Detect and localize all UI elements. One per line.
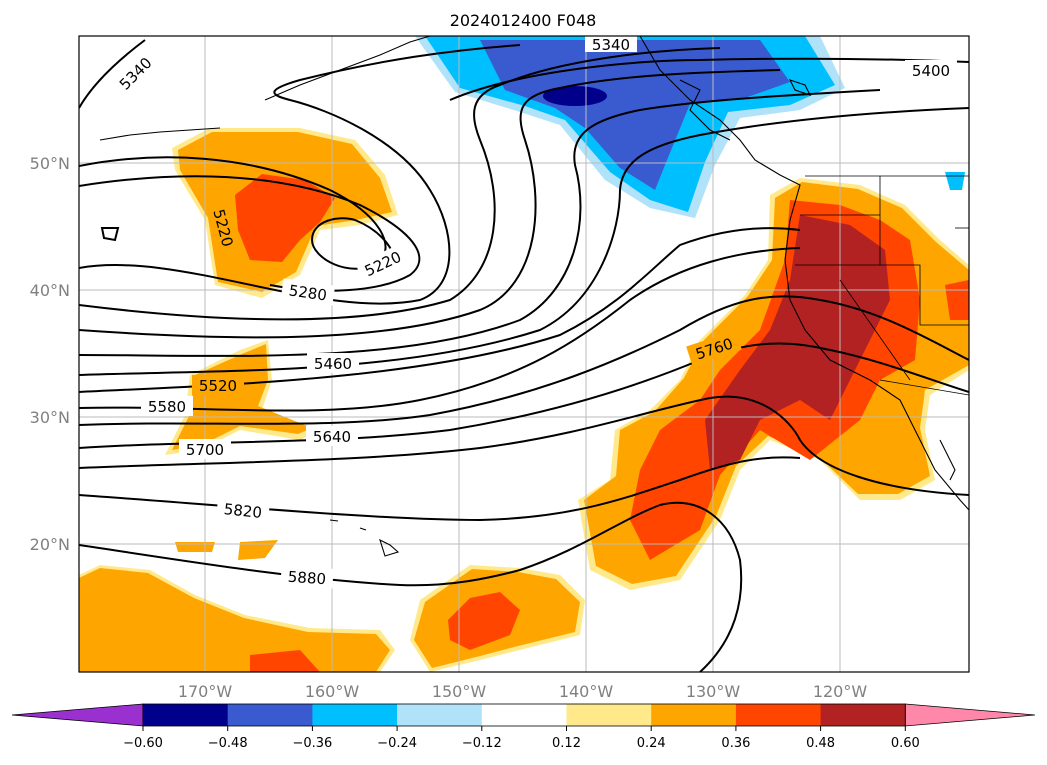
colorbar-tick-label: −0.24 — [377, 736, 417, 751]
colorbar-tick-label: −0.48 — [208, 736, 248, 751]
colorbar-bin — [651, 704, 737, 726]
colorbar-tick-label: −0.36 — [292, 736, 332, 751]
colorbar-bin — [735, 704, 822, 726]
coastlines — [99, 36, 969, 557]
map-area: 5340 5340 5400 5220 5220 5280 5460 5520 … — [79, 36, 969, 672]
colorbar-bin — [566, 704, 652, 726]
colorbar-tick-label: −0.12 — [462, 736, 502, 751]
grid-lines — [79, 36, 969, 672]
colorbar-bin — [397, 704, 483, 726]
contour-label: 5580 — [148, 398, 186, 416]
contour-label: 5460 — [314, 355, 352, 373]
latitude-labels: 50°N 40°N 30°N 20°N — [30, 154, 70, 554]
map-frame — [78, 35, 970, 673]
colorbar-bin — [143, 704, 229, 726]
colorbar-tick-label: 0.36 — [721, 736, 750, 751]
lon-label: 130°W — [686, 682, 741, 701]
lon-label: 140°W — [559, 682, 614, 701]
contour-label: 5640 — [313, 428, 351, 446]
colorbar-bin — [481, 704, 567, 726]
contour-label: 5340 — [592, 36, 630, 54]
lat-label: 50°N — [30, 154, 70, 173]
positive-anomaly-regions — [79, 128, 969, 672]
lat-label: 40°N — [30, 281, 70, 300]
map-title: 2024012400 F048 — [450, 11, 597, 30]
lon-label: 160°W — [305, 682, 360, 701]
lon-label: 170°W — [178, 682, 233, 701]
colorbar-bin — [312, 704, 398, 726]
colorbar: −0.60 −0.48 −0.36 −0.24 −0.12 0.12 0.24 0.36 0.4… — [11, 703, 1036, 751]
colorbar-frame — [142, 703, 906, 727]
colorbar-under-extension — [11, 703, 144, 727]
lon-label: 120°W — [813, 682, 868, 701]
colorbar-tick-label: 0.12 — [552, 736, 581, 751]
contour-label: 5400 — [912, 62, 950, 80]
longitude-labels: 170°W 160°W 150°W 140°W 130°W 120°W — [178, 682, 868, 701]
colorbar-tick-label: 0.24 — [637, 736, 666, 751]
contour-label: 5520 — [199, 377, 237, 395]
lat-label: 30°N — [30, 408, 70, 427]
contour-label: 5880 — [287, 568, 326, 589]
colorbar-tick-label: 0.60 — [891, 736, 920, 751]
borders — [795, 175, 969, 396]
contour-label: 5700 — [186, 441, 224, 459]
colorbar-tick-label: 0.48 — [806, 736, 835, 751]
contour-label: 5280 — [288, 281, 328, 304]
colorbar-over-extension — [904, 703, 1036, 727]
contour-label: 5820 — [223, 500, 263, 522]
colorbar-bin — [227, 704, 313, 726]
colorbar-bin — [820, 704, 906, 726]
lat-label: 20°N — [30, 535, 70, 554]
colorbar-tick-label: −0.60 — [123, 736, 163, 751]
lon-label: 150°W — [432, 682, 487, 701]
